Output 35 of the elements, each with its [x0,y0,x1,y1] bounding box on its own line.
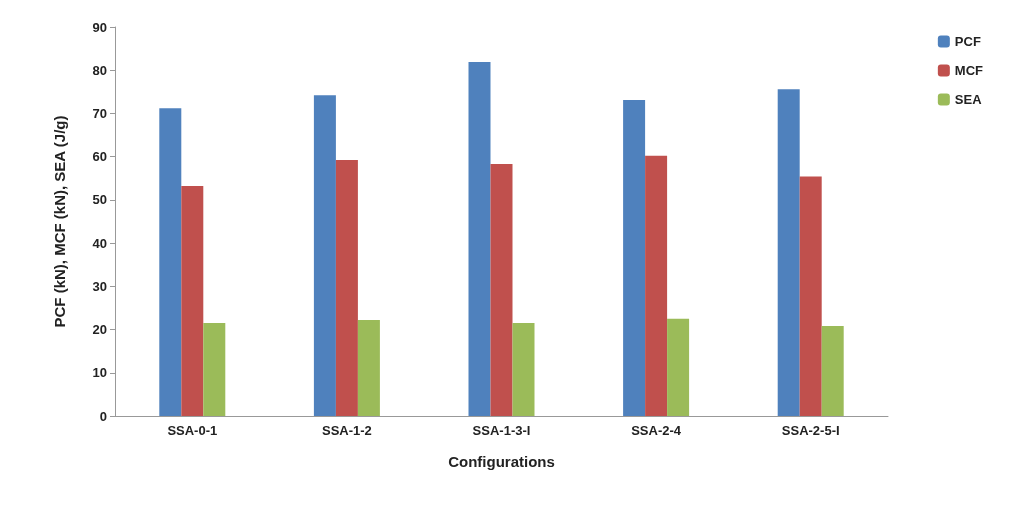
bar [821,326,844,416]
y-tick-label: 90 [92,19,107,35]
y-tick-label: 10 [92,365,107,381]
x-tick-label: SSA-1-2 [321,423,372,438]
x-tick-label: SSA-2-5-I [781,423,840,438]
bar [490,164,513,416]
x-tick-label: SSA-2-4 [631,423,682,438]
legend-label: MCF [954,63,984,78]
bar [181,186,204,416]
bar [777,89,800,416]
legend-label: SEA [954,92,983,107]
bar [313,95,336,416]
bar [512,323,535,416]
bar [335,160,358,416]
y-tick-label: 0 [99,408,107,424]
bar [667,318,690,416]
y-tick-label: 20 [92,322,107,338]
x-tick-label: SSA-1-3-I [472,423,531,438]
y-axis-title: PCF (kN), MCF (kN), SEA (J/g) [51,115,68,328]
y-tick-label: 60 [92,149,107,165]
bar [357,320,380,416]
bar [159,108,182,416]
bar [799,176,822,416]
y-tick-label: 70 [92,105,107,121]
y-tick-label: 50 [92,192,107,208]
bar [623,100,646,416]
y-tick-label: 80 [92,62,107,78]
legend-label: PCF [954,34,981,49]
bar [468,62,491,416]
bar [203,323,226,416]
y-tick-label: 40 [92,235,107,251]
x-tick-label: SSA-0-1 [167,423,218,438]
bar [645,155,668,416]
x-axis-title: Configurations [448,453,555,470]
y-tick-label: 30 [92,278,107,294]
